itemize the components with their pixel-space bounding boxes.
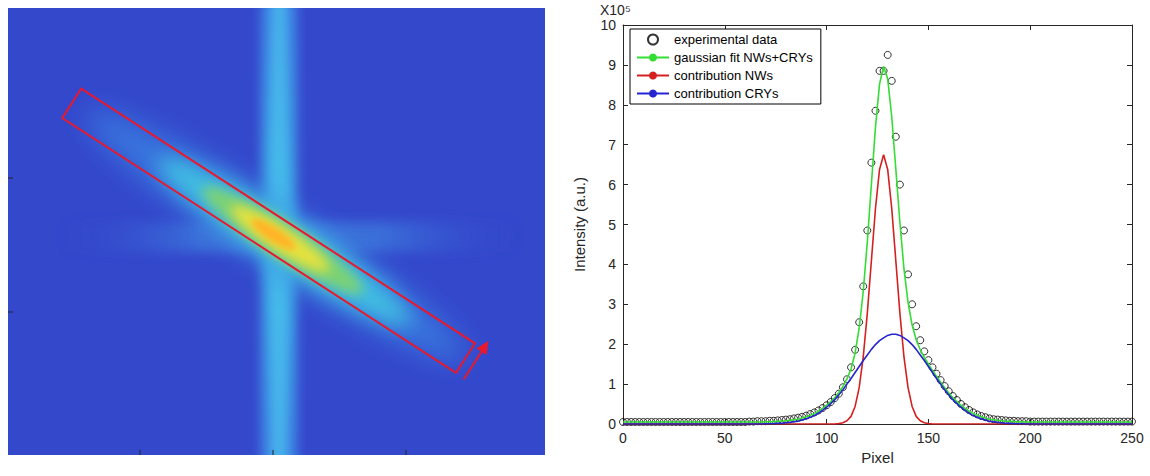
svg-text:Intensity (a.u.): Intensity (a.u.) xyxy=(571,177,588,272)
svg-text:50: 50 xyxy=(717,430,733,446)
svg-text:contribution CRYs: contribution CRYs xyxy=(674,86,779,101)
svg-text:Pixel: Pixel xyxy=(861,449,894,466)
svg-text:0: 0 xyxy=(619,430,627,446)
svg-text:X10⁵: X10⁵ xyxy=(600,2,631,18)
svg-text:contribution NWs: contribution NWs xyxy=(674,68,773,83)
svg-text:10: 10 xyxy=(600,17,616,33)
svg-text:experimental data: experimental data xyxy=(674,32,778,47)
svg-text:100: 100 xyxy=(815,430,839,446)
svg-text:200: 200 xyxy=(1019,430,1043,446)
svg-text:8: 8 xyxy=(608,97,616,113)
svg-text:3: 3 xyxy=(608,296,616,312)
svg-text:2: 2 xyxy=(608,336,616,352)
svg-text:1: 1 xyxy=(608,376,616,392)
svg-text:4: 4 xyxy=(608,256,616,272)
svg-text:250: 250 xyxy=(1120,430,1144,446)
svg-text:gaussian fit NWs+CRYs: gaussian fit NWs+CRYs xyxy=(674,50,813,65)
svg-text:9: 9 xyxy=(608,57,616,73)
svg-text:6: 6 xyxy=(608,177,616,193)
svg-text:5: 5 xyxy=(608,217,616,233)
svg-text:7: 7 xyxy=(608,137,616,153)
svg-text:0: 0 xyxy=(608,416,616,432)
svg-text:150: 150 xyxy=(917,430,941,446)
